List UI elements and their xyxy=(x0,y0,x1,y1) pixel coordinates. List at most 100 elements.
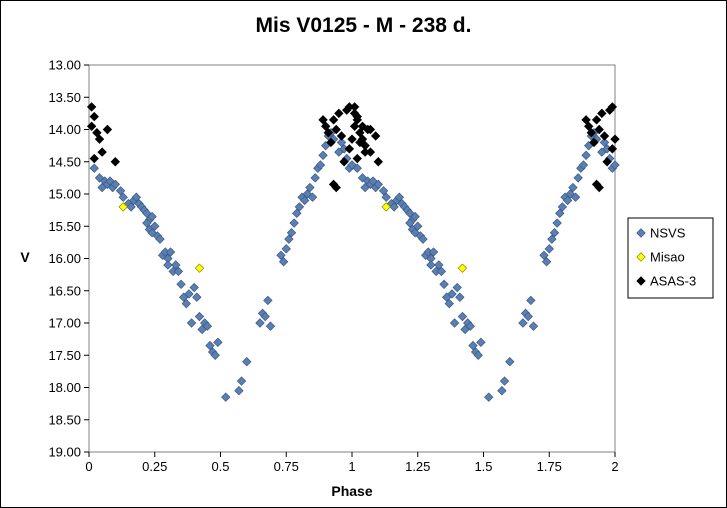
point-nsvs xyxy=(389,202,399,212)
point-nsvs xyxy=(436,266,447,277)
point-nsvs xyxy=(89,163,99,173)
point-nsvs xyxy=(278,257,289,267)
point-asas-3 xyxy=(347,134,357,144)
point-nsvs xyxy=(457,311,468,322)
y-tick-label: 18.00 xyxy=(48,380,81,395)
point-nsvs xyxy=(473,350,483,360)
point-nsvs xyxy=(452,282,462,293)
x-tick-label: 1 xyxy=(348,459,355,474)
point-nsvs xyxy=(255,318,265,328)
point-asas-3 xyxy=(581,115,591,125)
x-tick-label: 1.25 xyxy=(405,459,430,474)
point-nsvs xyxy=(260,311,270,322)
legend: NSVS Misao ASAS-3 xyxy=(627,217,714,299)
point-nsvs xyxy=(150,221,160,231)
point-asas-3 xyxy=(610,134,620,144)
point-asas-3 xyxy=(360,140,370,151)
point-misao xyxy=(194,263,205,273)
point-nsvs xyxy=(221,392,231,402)
point-nsvs xyxy=(147,211,157,222)
point-asas-3 xyxy=(102,124,113,135)
point-asas-3 xyxy=(607,144,618,154)
x-tick-label: 0.75 xyxy=(274,459,299,474)
point-nsvs xyxy=(557,202,568,212)
point-nsvs xyxy=(155,234,165,244)
point-asas-3 xyxy=(331,124,341,135)
x-axis: 0 0.25 0.5 0.75 1 1.25 1.5 1.75 2 xyxy=(85,452,619,474)
x-tick-label: 1.75 xyxy=(537,459,562,474)
y-tick-label: 15.00 xyxy=(48,187,81,202)
point-nsvs xyxy=(186,318,197,328)
point-nsvs xyxy=(547,234,557,244)
point-asas-3 xyxy=(97,147,107,157)
point-nsvs xyxy=(299,195,310,206)
point-nsvs xyxy=(434,260,444,270)
data-points xyxy=(86,102,620,402)
point-asas-3 xyxy=(599,131,610,141)
point-nsvs xyxy=(555,208,565,219)
point-nsvs xyxy=(184,289,194,299)
point-nsvs xyxy=(518,318,528,328)
point-nsvs xyxy=(468,340,478,351)
point-asas-3 xyxy=(586,128,597,138)
point-asas-3 xyxy=(373,157,383,167)
point-misao xyxy=(457,263,468,273)
point-nsvs xyxy=(428,247,439,257)
point-nsvs xyxy=(499,376,510,386)
point-nsvs xyxy=(565,189,575,199)
point-nsvs xyxy=(310,173,320,183)
point-asas-3 xyxy=(365,147,376,157)
point-nsvs xyxy=(189,282,199,293)
point-asas-3 xyxy=(94,134,105,144)
point-nsvs xyxy=(381,192,391,202)
point-nsvs xyxy=(115,186,126,196)
point-nsvs xyxy=(110,179,120,190)
point-nsvs xyxy=(523,311,533,322)
point-asas-3 xyxy=(607,102,618,112)
point-nsvs xyxy=(242,357,252,367)
y-tick-label: 17.50 xyxy=(48,348,81,363)
point-nsvs xyxy=(568,182,578,193)
legend-label-nsvs: NSVS xyxy=(650,226,686,241)
point-asas-3 xyxy=(352,115,362,125)
point-asas-3 xyxy=(370,131,381,141)
point-nsvs xyxy=(194,311,205,322)
x-tick-label: 0 xyxy=(85,459,92,474)
point-asas-3 xyxy=(89,111,99,122)
point-nsvs xyxy=(265,321,276,331)
y-tick-label: 15.50 xyxy=(48,219,81,234)
point-nsvs xyxy=(444,298,455,309)
x-tick-label: 0.25 xyxy=(142,459,167,474)
point-nsvs xyxy=(497,386,507,396)
point-asas-3 xyxy=(334,108,344,119)
point-nsvs xyxy=(236,376,247,386)
point-nsvs xyxy=(405,218,415,228)
point-nsvs xyxy=(573,173,583,183)
point-nsvs xyxy=(476,337,486,348)
point-nsvs xyxy=(302,189,312,199)
point-nsvs xyxy=(394,192,405,202)
y-tick-label: 14.50 xyxy=(48,154,81,169)
point-misao xyxy=(381,202,391,212)
chart-title: Mis V0125 - M - 238 d. xyxy=(255,14,472,37)
point-nsvs xyxy=(549,228,560,238)
point-nsvs xyxy=(294,202,305,212)
point-nsvs xyxy=(439,279,449,289)
point-nsvs xyxy=(447,289,457,299)
point-nsvs xyxy=(528,321,539,331)
point-nsvs xyxy=(181,298,192,309)
point-nsvs xyxy=(205,340,215,351)
x-tick-label: 1.5 xyxy=(474,459,492,474)
point-nsvs xyxy=(307,192,318,202)
point-asas-3 xyxy=(349,121,360,131)
point-nsvs xyxy=(599,137,610,148)
y-tick-label: 16.50 xyxy=(48,283,81,298)
point-asas-3 xyxy=(584,121,594,131)
point-nsvs xyxy=(505,357,515,367)
point-nsvs xyxy=(449,318,460,328)
point-nsvs xyxy=(610,160,620,170)
point-asas-3 xyxy=(92,128,102,138)
point-asas-3 xyxy=(591,115,602,125)
point-nsvs xyxy=(289,218,299,228)
point-nsvs xyxy=(413,221,423,231)
